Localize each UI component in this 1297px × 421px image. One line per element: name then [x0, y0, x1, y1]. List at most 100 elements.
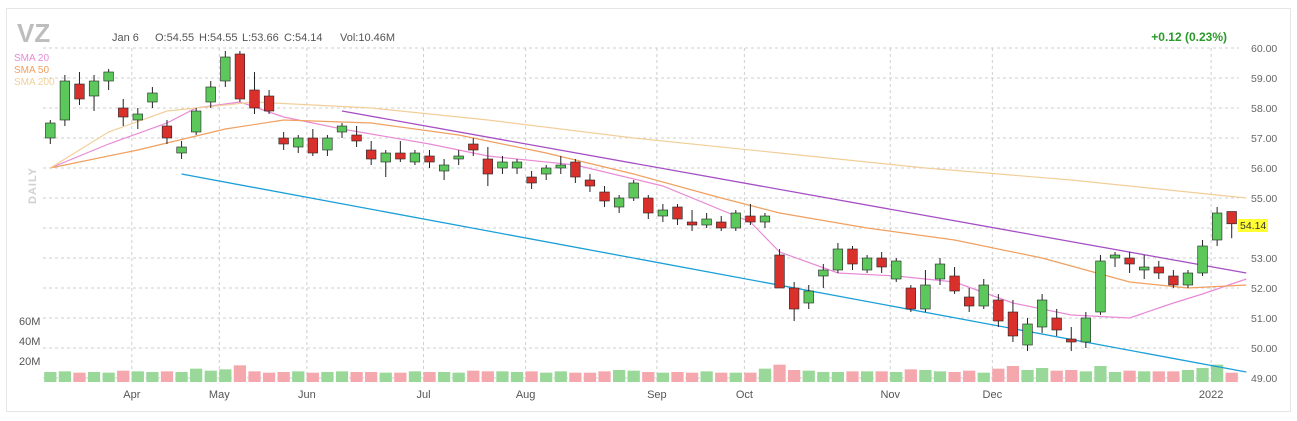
candle-body — [584, 179, 596, 187]
candle-body — [45, 122, 56, 139]
candlestick — [526, 171, 537, 189]
sma-lines — [49, 101, 1247, 319]
candlesticks[interactable] — [45, 51, 1237, 351]
stock-chart[interactable]: 60.00 59.00 58.00 57.00 56.00 55.00 53.00 52.00… — [7, 9, 1290, 411]
candlestick — [88, 75, 100, 111]
volume-bar — [875, 371, 888, 382]
volume-bar — [890, 372, 903, 382]
chart-container[interactable]: 60.00 59.00 58.00 57.00 56.00 55.00 53.00 52.00… — [6, 8, 1291, 412]
volume-bar — [277, 372, 290, 382]
volume-bar — [685, 372, 699, 382]
volume-bar — [350, 372, 363, 382]
candle-body — [220, 56, 231, 82]
volume-bar — [612, 370, 626, 382]
volume-bar — [219, 369, 232, 382]
candle-body — [1153, 266, 1164, 274]
candlestick — [1022, 318, 1033, 351]
candle-body — [1168, 275, 1179, 286]
candle-body — [1022, 323, 1033, 346]
candle-body — [570, 161, 581, 178]
month-tick-label: Nov — [880, 389, 900, 401]
candle-body — [1197, 245, 1208, 274]
candlestick — [847, 246, 858, 270]
volume-bar — [58, 371, 72, 382]
volume-bar — [977, 372, 990, 382]
volume-bar — [1210, 364, 1224, 382]
candle-body — [745, 215, 756, 223]
candlestick — [482, 147, 493, 186]
candlestick — [497, 156, 508, 174]
candlestick — [59, 75, 70, 126]
volume-tick-label: 40M — [19, 336, 40, 348]
candle-body — [336, 125, 348, 133]
candle-body — [511, 161, 523, 169]
candle-body — [293, 137, 304, 148]
volume-bar — [321, 372, 334, 382]
candle-body — [614, 197, 625, 208]
candlestick — [424, 150, 435, 168]
candle-body — [964, 296, 975, 307]
candlestick — [263, 90, 275, 114]
candle-body — [103, 71, 114, 82]
volume-bar — [1079, 371, 1092, 382]
quote-open: O:54.55 — [155, 32, 194, 44]
candle-body — [409, 152, 421, 163]
candlestick — [949, 267, 960, 294]
candle-body — [861, 257, 873, 271]
candle-body — [818, 269, 829, 277]
candle-body — [191, 110, 202, 133]
grid-lines — [43, 47, 1239, 383]
candle-body — [526, 176, 537, 184]
candlestick — [336, 123, 348, 138]
candlestick — [366, 141, 377, 165]
volume-tick-label: 20M — [19, 356, 40, 368]
volume-bar — [1035, 368, 1049, 382]
candle-body — [453, 155, 464, 160]
candlestick — [161, 120, 173, 144]
volume-bars — [44, 364, 1238, 382]
candle-body — [438, 164, 450, 172]
candlestick — [511, 159, 523, 174]
volume-bar — [394, 372, 407, 382]
volume-bar — [1123, 370, 1136, 382]
candlestick — [249, 72, 260, 114]
candlestick — [964, 288, 975, 312]
legend-sma20: SMA 20 — [14, 53, 49, 64]
candlestick — [716, 216, 727, 231]
volume-bar — [292, 371, 305, 382]
candle-body — [482, 158, 493, 175]
price-tick-label: 53.00 — [1251, 253, 1277, 265]
candle-body — [1226, 211, 1237, 225]
candlestick — [1080, 312, 1091, 348]
candlestick — [803, 285, 814, 309]
candle-body — [905, 287, 916, 310]
volume-bar — [715, 372, 728, 382]
price-change: +0.12 (0.23%) — [1151, 30, 1227, 44]
volume-bar — [496, 371, 509, 382]
volume-bar — [919, 370, 932, 382]
candlestick — [468, 138, 479, 156]
volume-bar — [365, 372, 378, 382]
candlestick — [1139, 255, 1150, 279]
volume-bar — [627, 370, 640, 382]
candlestick — [818, 264, 829, 288]
candlestick — [599, 186, 610, 207]
volume-bar — [408, 371, 422, 382]
volume-bar — [190, 368, 203, 382]
candlestick — [643, 195, 654, 219]
price-tick-label: 58.00 — [1251, 103, 1277, 115]
candlestick — [1182, 270, 1194, 288]
volume-bar — [102, 372, 115, 382]
volume-bar — [554, 371, 567, 382]
volume-bar — [160, 371, 174, 382]
candlestick — [438, 159, 450, 180]
candlestick — [234, 51, 246, 102]
candle-body — [395, 152, 406, 160]
quote-close: C:54.14 — [284, 32, 323, 44]
candlestick — [1051, 309, 1062, 336]
candlestick — [176, 141, 187, 159]
volume-bar — [1138, 371, 1151, 382]
candle-body — [1036, 299, 1048, 328]
volume-bar — [1108, 372, 1122, 382]
month-tick-label: Dec — [983, 389, 1003, 401]
